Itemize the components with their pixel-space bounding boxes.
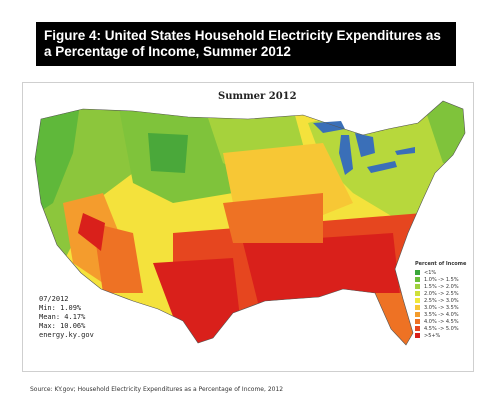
legend-item: 1.5% -> 2.0% [415, 283, 466, 290]
lake-huron [355, 133, 375, 157]
legend-item: 4.0% -> 4.5% [415, 318, 466, 325]
legend-swatch [415, 270, 420, 275]
legend-label: 2.5% -> 3.0% [424, 297, 459, 304]
legend-label: 1.0% -> 1.5% [424, 276, 459, 283]
stats-min: Min: 1.09% [39, 304, 82, 312]
map-stats: 07/2012 Min: 1.09% Mean: 4.17% Max: 10.0… [39, 295, 94, 340]
region-arizona [93, 223, 143, 293]
source-caption: Source: KY.gov; Household Electricity Ex… [30, 386, 284, 393]
map-title: Summer 2012 [218, 91, 297, 102]
legend-item: 1.0% -> 1.5% [415, 276, 466, 283]
lake-superior [313, 121, 345, 133]
legend-swatch [415, 298, 420, 303]
legend-swatch [415, 291, 420, 296]
legend-item: >5+% [415, 332, 466, 339]
legend-item: 2.5% -> 3.0% [415, 297, 466, 304]
legend-item: <1% [415, 269, 466, 276]
legend-swatch [415, 284, 420, 289]
lake-michigan [339, 135, 353, 175]
legend-swatch [415, 326, 420, 331]
legend-item: 3.5% -> 4.0% [415, 311, 466, 318]
figure-title-line-1: Figure 4: United States Household Electr… [44, 28, 441, 43]
legend-label: 3.0% -> 3.5% [424, 304, 459, 311]
region-wyoming [148, 133, 188, 173]
legend-title: Percent of Income [415, 261, 467, 267]
us-outline [34, 100, 466, 346]
lake-ontario [395, 147, 415, 155]
lake-erie [367, 161, 397, 173]
stats-max: Max: 10.06% [39, 322, 86, 330]
map-legend: Percent of Income <1% 1.0% -> 1.5% 1.5% ->… [415, 261, 466, 339]
legend-label: 2.0% -> 2.5% [424, 290, 459, 297]
legend-item: 4.5% -> 5.0% [415, 325, 466, 332]
legend-label: 1.5% -> 2.0% [424, 283, 459, 290]
legend-swatch [415, 333, 420, 338]
legend-item: 3.0% -> 3.5% [415, 304, 466, 311]
legend-label: 4.0% -> 4.5% [424, 318, 459, 325]
legend-item: 2.0% -> 2.5% [415, 290, 466, 297]
legend-label: 4.5% -> 5.0% [424, 325, 459, 332]
legend-label: 3.5% -> 4.0% [424, 311, 459, 318]
legend-swatch [415, 277, 420, 282]
stats-mean: Mean: 4.17% [39, 313, 86, 321]
legend-label: <1% [424, 269, 437, 276]
stats-site: energy.ky.gov [39, 331, 94, 339]
legend-swatch [415, 319, 420, 324]
region-southern-nevada [78, 213, 105, 251]
legend-rows: <1% 1.0% -> 1.5% 1.5% -> 2.0% 2.0% -> 2.5% 2… [415, 269, 466, 339]
map-panel: Summer 2012 07/2012 Min: 1.09% Mean: 4.1… [22, 82, 474, 372]
legend-swatch [415, 305, 420, 310]
legend-swatch [415, 312, 420, 317]
us-choropleth-map [34, 100, 466, 346]
stats-period: 07/2012 [39, 295, 69, 303]
region-central-plains [223, 193, 323, 243]
figure-title-line-2: a Percentage of Income, Summer 2012 [44, 44, 291, 59]
figure-banner: Figure 4: United States Household Electr… [36, 22, 456, 66]
legend-label: >5+% [424, 332, 441, 339]
great-lakes [313, 121, 415, 175]
